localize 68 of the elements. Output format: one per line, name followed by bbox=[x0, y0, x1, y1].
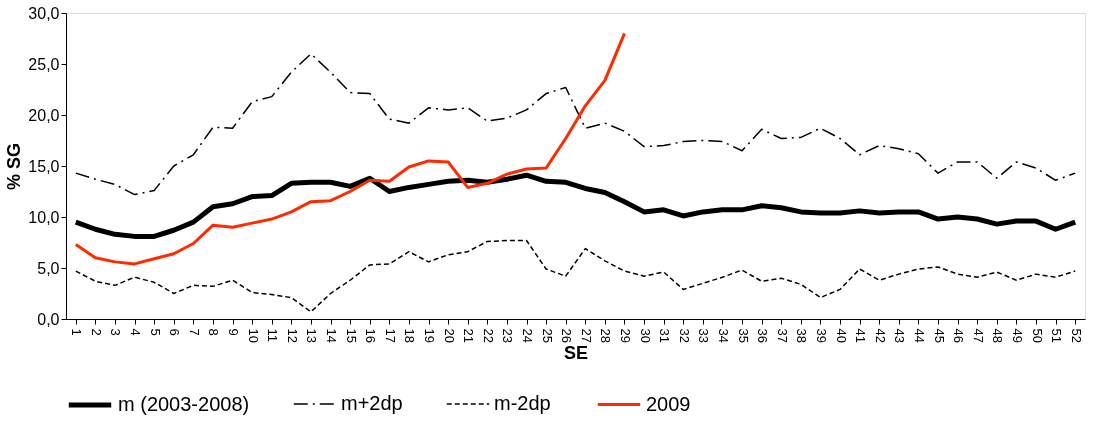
x-tick-label: 5 bbox=[147, 328, 163, 336]
x-tick-label: 4 bbox=[128, 328, 144, 336]
y-tick-label: 15,0 bbox=[28, 157, 60, 175]
x-tick-label: 18 bbox=[402, 328, 418, 343]
x-tick-label: 23 bbox=[500, 328, 516, 343]
x-tick-label: 46 bbox=[951, 328, 967, 343]
x-tick-label: 14 bbox=[324, 328, 340, 343]
x-tick-label: 16 bbox=[363, 328, 379, 343]
x-tick-label: 29 bbox=[617, 328, 633, 343]
x-tick-label: 2 bbox=[88, 328, 104, 336]
x-tick-label: 19 bbox=[422, 328, 438, 343]
x-tick-label: 30 bbox=[637, 328, 653, 343]
x-tick-label: 28 bbox=[598, 328, 614, 343]
legend-label: m-2dp bbox=[494, 392, 551, 414]
x-tick-label: 33 bbox=[696, 328, 712, 343]
x-tick-label: 40 bbox=[833, 328, 849, 343]
x-tick-label: 36 bbox=[755, 328, 771, 343]
y-tick-label: 25,0 bbox=[28, 55, 60, 73]
x-tick-label: 51 bbox=[1049, 328, 1065, 343]
x-tick-label: 13 bbox=[304, 328, 320, 343]
y-tick-label: 20,0 bbox=[28, 106, 60, 124]
line-series bbox=[74, 31, 626, 266]
x-tick-label: 9 bbox=[226, 328, 242, 336]
legend-label: m+2dp bbox=[341, 392, 403, 414]
x-tick-label: 35 bbox=[735, 328, 751, 343]
x-tick-label: 1 bbox=[69, 328, 85, 336]
x-tick-label: 41 bbox=[853, 328, 869, 343]
y-tick-label: 30,0 bbox=[28, 4, 60, 22]
x-tick-label: 27 bbox=[578, 328, 594, 343]
x-tick-label: 39 bbox=[813, 328, 829, 343]
x-tick-label: 43 bbox=[892, 328, 908, 343]
x-tick-label: 37 bbox=[774, 328, 790, 343]
x-tick-label: 49 bbox=[1009, 328, 1025, 343]
x-tick-label: 45 bbox=[931, 328, 947, 343]
x-tick-label: 21 bbox=[461, 328, 477, 343]
legend-label: 2009 bbox=[646, 392, 691, 415]
x-tick-label: 6 bbox=[167, 328, 183, 336]
x-tick-label: 20 bbox=[441, 328, 457, 343]
x-tick-label: 12 bbox=[284, 328, 300, 343]
x-tick-label: 22 bbox=[480, 328, 496, 343]
x-tick-label: 31 bbox=[657, 328, 673, 343]
x-tick-label: 38 bbox=[794, 328, 810, 343]
x-tick-label: 15 bbox=[343, 328, 359, 343]
x-tick-label: 50 bbox=[1029, 328, 1045, 343]
legend-label: m (2003-2008) bbox=[118, 393, 250, 415]
x-tick-label: 25 bbox=[539, 328, 555, 343]
x-tick-label: 7 bbox=[186, 328, 202, 336]
x-tick-label: 3 bbox=[108, 328, 124, 336]
line-series bbox=[75, 53, 1076, 196]
x-tick-label: 44 bbox=[911, 328, 927, 343]
x-tick-label: 34 bbox=[715, 328, 731, 343]
x-tick-label: 24 bbox=[520, 328, 536, 343]
y-axis-title: % SG bbox=[4, 142, 25, 191]
x-tick-label: 52 bbox=[1068, 328, 1084, 343]
y-tick-label: 0,0 bbox=[37, 310, 60, 328]
x-tick-label: 8 bbox=[206, 328, 222, 336]
y-tick-label: 5,0 bbox=[37, 259, 60, 277]
x-tick-label: 32 bbox=[676, 328, 692, 343]
x-tick-label: 47 bbox=[970, 328, 986, 343]
x-tick-label: 42 bbox=[872, 328, 888, 343]
line-series bbox=[75, 239, 1076, 313]
x-tick-label: 10 bbox=[245, 328, 261, 343]
x-tick-label: 17 bbox=[382, 328, 398, 343]
x-axis-title: SE bbox=[563, 342, 589, 363]
x-tick-label: 11 bbox=[265, 328, 281, 342]
y-tick-label: 10,0 bbox=[28, 208, 60, 226]
x-tick-label: 48 bbox=[990, 328, 1006, 343]
x-tick-label: 26 bbox=[559, 328, 575, 343]
